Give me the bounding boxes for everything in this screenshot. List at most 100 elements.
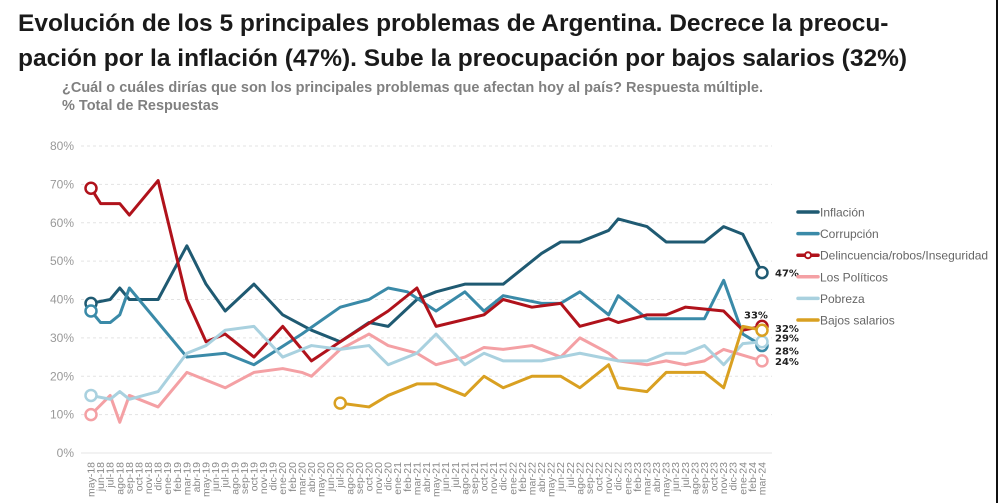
x-tick-label: jun-23 bbox=[670, 462, 682, 492]
x-tick-label: oct-23 bbox=[709, 462, 721, 491]
x-tick-label: nov-23 bbox=[718, 462, 730, 494]
x-tick-label: sep-21 bbox=[469, 462, 481, 494]
end-value-label: 29% bbox=[775, 334, 799, 345]
x-tick-label: ene-23 bbox=[622, 462, 634, 495]
series-delincuencia-robos-inseguridad: 33% bbox=[84, 179, 769, 363]
x-tick-label: may-19 bbox=[201, 462, 213, 497]
x-tick-label: jun-19 bbox=[210, 462, 222, 492]
end-value-label: 28% bbox=[775, 347, 799, 358]
x-tick-label: jun-21 bbox=[440, 462, 452, 492]
x-tick-label: abr-20 bbox=[306, 462, 318, 493]
x-tick-label: oct-19 bbox=[248, 462, 260, 491]
x-tick-label: sep-23 bbox=[699, 462, 711, 494]
x-tick-label: jun-22 bbox=[555, 462, 567, 492]
x-tick-label: dic-21 bbox=[498, 462, 510, 491]
series-line bbox=[89, 179, 763, 363]
series-los-pol-ticos: 24% bbox=[84, 332, 799, 424]
x-tick-label: oct-22 bbox=[594, 462, 606, 491]
x-tick-label: abr-21 bbox=[421, 462, 433, 493]
title-line-1: Evolución de los 5 principales problemas… bbox=[18, 10, 889, 37]
x-tick-label: mar-24 bbox=[757, 462, 769, 495]
start-marker bbox=[333, 396, 347, 410]
x-tick-label: mar-19 bbox=[181, 462, 193, 495]
x-tick-label: ene-24 bbox=[737, 462, 749, 495]
x-tick-label: nov-18 bbox=[143, 462, 155, 494]
x-tick-label: feb-22 bbox=[517, 462, 529, 492]
series-corrupci-n: 28% bbox=[84, 278, 799, 367]
x-tick-label: ago-20 bbox=[344, 462, 356, 495]
x-tick-label: sep-18 bbox=[124, 462, 136, 494]
start-marker bbox=[84, 388, 98, 403]
x-tick-label: sep-20 bbox=[354, 462, 366, 494]
end-value-label: 24% bbox=[775, 357, 799, 368]
end-marker bbox=[755, 354, 769, 368]
x-tick-label: may-20 bbox=[316, 462, 328, 497]
end-value-label: 32% bbox=[775, 324, 799, 335]
legend-item: Los Políticos bbox=[796, 270, 888, 284]
subtitle-line-2: % Total de Respuestas bbox=[62, 98, 219, 114]
x-tick-label: oct-18 bbox=[133, 462, 145, 491]
legend-label: Corrupción bbox=[820, 227, 879, 241]
x-tick-label: dic-22 bbox=[613, 462, 625, 491]
y-tick-label: 40% bbox=[50, 293, 74, 307]
x-tick-label: feb-19 bbox=[172, 462, 184, 492]
series-line bbox=[340, 324, 763, 409]
legend-item: Bajos salarios bbox=[796, 314, 895, 328]
x-tick-label: oct-21 bbox=[479, 462, 491, 491]
x-tick-label: dic-20 bbox=[383, 462, 395, 491]
x-tick-label: jun-20 bbox=[325, 462, 337, 492]
x-tick-label: ene-20 bbox=[277, 462, 289, 495]
y-tick-label: 70% bbox=[50, 177, 74, 191]
x-tick-label: sep-22 bbox=[584, 462, 596, 494]
legend-label: Delincuencia/robos/Inseguridad bbox=[820, 249, 988, 263]
chart-subtitle: ¿Cuál o cuáles dirías que son los princi… bbox=[62, 79, 763, 115]
x-tick-label: ene-21 bbox=[392, 462, 404, 495]
legend-label: Los Políticos bbox=[820, 270, 888, 284]
x-tick-label: jul-23 bbox=[680, 462, 692, 489]
x-tick-label: oct-20 bbox=[363, 462, 375, 491]
x-tick-label: dic-23 bbox=[728, 462, 740, 491]
x-tick-label: nov-19 bbox=[258, 462, 270, 494]
legend-item: Pobreza bbox=[796, 292, 865, 306]
end-marker bbox=[755, 323, 769, 337]
subtitle-line-1: ¿Cuál o cuáles dirías que son los princi… bbox=[62, 80, 764, 96]
x-tick-label: abr-19 bbox=[191, 462, 203, 493]
x-tick-label: may-21 bbox=[431, 462, 443, 497]
series-bajos-salarios: 32% bbox=[333, 323, 799, 410]
start-marker bbox=[84, 181, 98, 195]
series-pobreza: 29% bbox=[84, 324, 799, 403]
x-tick-label: ago-23 bbox=[689, 462, 701, 495]
x-tick-label: ene-19 bbox=[162, 462, 174, 495]
x-tick-label: jul-20 bbox=[335, 462, 347, 489]
series-line bbox=[90, 217, 764, 344]
series-line bbox=[90, 324, 763, 401]
x-tick-label: may-22 bbox=[546, 462, 558, 497]
x-tick-label: may-18 bbox=[86, 462, 98, 497]
x-tick-label: ago-22 bbox=[574, 462, 586, 495]
x-tick-label: may-23 bbox=[661, 462, 673, 497]
x-tick-label: feb-24 bbox=[747, 462, 759, 492]
x-tick-label: ene-22 bbox=[507, 462, 519, 495]
y-tick-label: 50% bbox=[50, 254, 74, 268]
x-tick-label: feb-20 bbox=[287, 462, 299, 492]
legend-item: Corrupción bbox=[796, 227, 879, 241]
x-tick-label: mar-21 bbox=[411, 462, 423, 495]
x-tick-label: abr-23 bbox=[651, 462, 663, 493]
series-line bbox=[89, 278, 763, 367]
legend-label: Bajos salarios bbox=[820, 314, 895, 328]
x-tick-label: ago-21 bbox=[459, 462, 471, 495]
start-marker bbox=[84, 407, 98, 422]
end-marker bbox=[755, 265, 769, 280]
series-line bbox=[89, 332, 763, 424]
x-tick-label: jul-19 bbox=[220, 462, 232, 489]
start-marker bbox=[84, 304, 98, 318]
x-tick-label: nov-22 bbox=[603, 462, 615, 494]
x-tick-label: nov-21 bbox=[488, 462, 500, 494]
x-tick-label: feb-23 bbox=[632, 462, 644, 492]
x-tick-label: dic-18 bbox=[153, 462, 165, 491]
x-tick-label: mar-22 bbox=[526, 462, 538, 495]
y-tick-label: 80% bbox=[50, 139, 74, 153]
y-tick-label: 60% bbox=[50, 216, 74, 230]
y-tick-label: 10% bbox=[50, 408, 74, 422]
